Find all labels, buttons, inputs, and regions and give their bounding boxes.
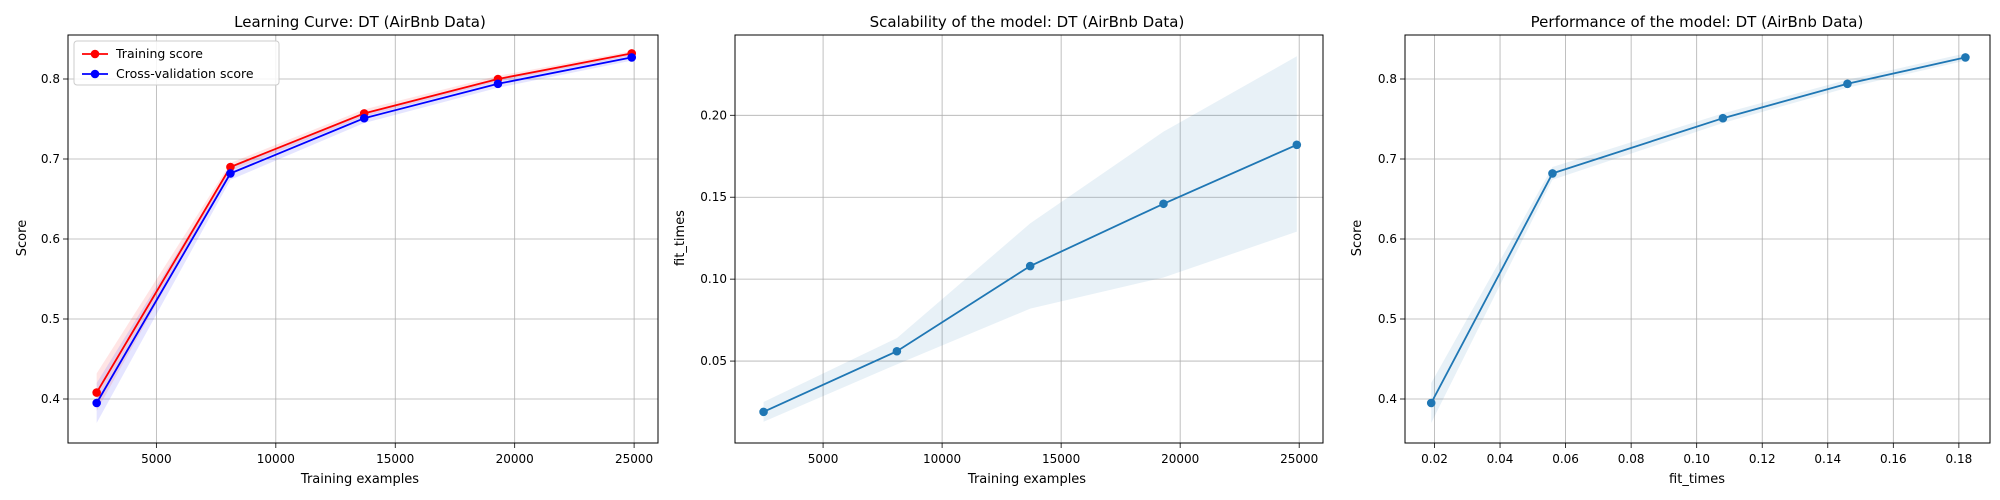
learning-curve-y-tick-label: 0.5: [41, 312, 60, 326]
learning-curve-ylabel: Score: [15, 220, 30, 256]
learning-curve-legend-box: [73, 40, 280, 86]
learning-curve-series-0-band: [96, 51, 632, 411]
scalability-x-tick-label: 5000: [808, 452, 839, 466]
scalability-y-tick-label: 0.10: [700, 272, 727, 286]
learning-curve-x-tick-label: 25000: [615, 452, 653, 466]
performance-x-tick-label: 0.04: [1487, 452, 1514, 466]
scalability-series-0-point: [892, 346, 902, 356]
learning-curve-y-tick-label: 0.4: [41, 392, 60, 406]
learning-curve-x-tick-label: 10000: [257, 452, 295, 466]
performance-x-tick-label: 0.16: [1880, 452, 1907, 466]
performance-ylabel: Score: [1350, 220, 1365, 256]
learning-curve-series-0-point: [92, 388, 101, 397]
scalability-ylabel: fit_times: [673, 210, 688, 266]
learning-curve-series-0-point: [226, 162, 235, 172]
performance-axes-frame: [1404, 34, 1991, 444]
scalability-series-0-band: [763, 56, 1297, 422]
learning-curve-legend-label: Cross-validation score: [116, 66, 254, 81]
learning-curve-y-tick-label: 0.8: [41, 72, 60, 86]
scalability-y-tick-label: 0.15: [700, 190, 727, 204]
learning-curve-series-1-point: [493, 79, 503, 89]
scalability-series-0-point: [759, 407, 768, 417]
learning-curve-series-1-point: [627, 53, 637, 62]
scalability-xlabel: Training examples: [967, 472, 1086, 487]
learning-curve-series-1-point: [359, 113, 369, 123]
performance-series-0-band: [1431, 53, 1966, 424]
scalability-y-tick-label: 0.20: [700, 108, 727, 122]
learning-curve-panel: Learning Curve: DT (AirBnb Data) Trainin…: [15, 13, 659, 487]
performance-series-0-point: [1961, 53, 1970, 62]
scalability-panel: Scalability of the model: DT (AirBnb Dat…: [673, 13, 1324, 487]
performance-x-tick-label: 0.06: [1552, 452, 1579, 466]
learning-curve-series-1-band: [96, 53, 632, 424]
performance-series-0-line: [1430, 56, 1966, 404]
learning-curve-legend: Training score Cross-validation score: [73, 40, 280, 86]
performance-series-0-point: [1548, 169, 1557, 178]
scalability-series-0-point: [1159, 199, 1168, 209]
performance-series-0-point: [1426, 398, 1436, 408]
scalability-y-tick-label: 0.05: [700, 354, 727, 368]
learning-curve-axes-frame: [67, 34, 659, 444]
performance-series-0-point: [1718, 113, 1728, 123]
performance-series-0-point: [1843, 79, 1852, 89]
learning-curve-x-tick-label: 20000: [496, 452, 534, 466]
performance-y-tick-label: 0.5: [1378, 312, 1397, 326]
learning-curve-legend-label: Training score: [115, 46, 203, 61]
learning-curve-y-tick-label: 0.7: [41, 152, 60, 166]
performance-x-tick-label: 0.18: [1946, 452, 1973, 466]
scalability-series-0-point: [1025, 261, 1035, 271]
scalability-x-tick-label: 20000: [1161, 452, 1199, 466]
performance-x-tick-label: 0.14: [1814, 452, 1841, 466]
scalability-axes-frame: [734, 34, 1324, 444]
scalability-x-tick-label: 15000: [1042, 452, 1080, 466]
performance-y-tick-label: 0.7: [1378, 152, 1397, 166]
performance-plot-area: 0.02 0.04 0.06 0.08 0.10 0.12 0.14 0.16 0.18 0.4 0…: [1378, 34, 1991, 466]
learning-curve-plot-area: 5000 10000 15000 20000 25000 0.4 0.5 0.6 0.7 0.8 T…: [41, 34, 659, 466]
learning-curve-series-1-point: [92, 398, 101, 408]
performance-y-tick-label: 0.6: [1378, 232, 1397, 246]
learning-curve-xlabel: Training examples: [300, 472, 419, 487]
performance-x-tick-label: 0.12: [1749, 452, 1776, 466]
performance-x-tick-label: 0.02: [1421, 452, 1448, 466]
scalability-series-0-point: [1292, 140, 1302, 150]
performance-x-tick-label: 0.10: [1683, 452, 1710, 466]
scalability-x-tick-label: 10000: [923, 452, 961, 466]
performance-y-tick-label: 0.8: [1378, 72, 1397, 86]
performance-x-tick-label: 0.08: [1618, 452, 1645, 466]
scalability-x-tick-label: 25000: [1280, 452, 1318, 466]
learning-curve-x-tick-label: 15000: [376, 452, 414, 466]
learning-curve-legend-marker: [90, 49, 100, 59]
performance-panel: Performance of the model: DT (AirBnb Dat…: [1350, 13, 1991, 487]
performance-y-tick-label: 0.4: [1378, 392, 1397, 406]
scalability-title: Scalability of the model: DT (AirBnb Dat…: [870, 13, 1185, 31]
learning-curve-series-0-line: [95, 52, 632, 394]
performance-title: Performance of the model: DT (AirBnb Dat…: [1531, 13, 1864, 31]
learning-curve-legend-marker: [90, 69, 100, 79]
learning-curve-title: Learning Curve: DT (AirBnb Data): [234, 13, 486, 31]
learning-curve-series-1-point: [226, 169, 235, 178]
learning-curve-x-tick-label: 5000: [141, 452, 172, 466]
scalability-plot-area: 5000 10000 15000 20000 25000 0.05 0.10 0.15 0.20: [700, 34, 1324, 466]
learning-curve-y-tick-label: 0.6: [41, 232, 60, 246]
performance-xlabel: fit_times: [1669, 472, 1725, 487]
